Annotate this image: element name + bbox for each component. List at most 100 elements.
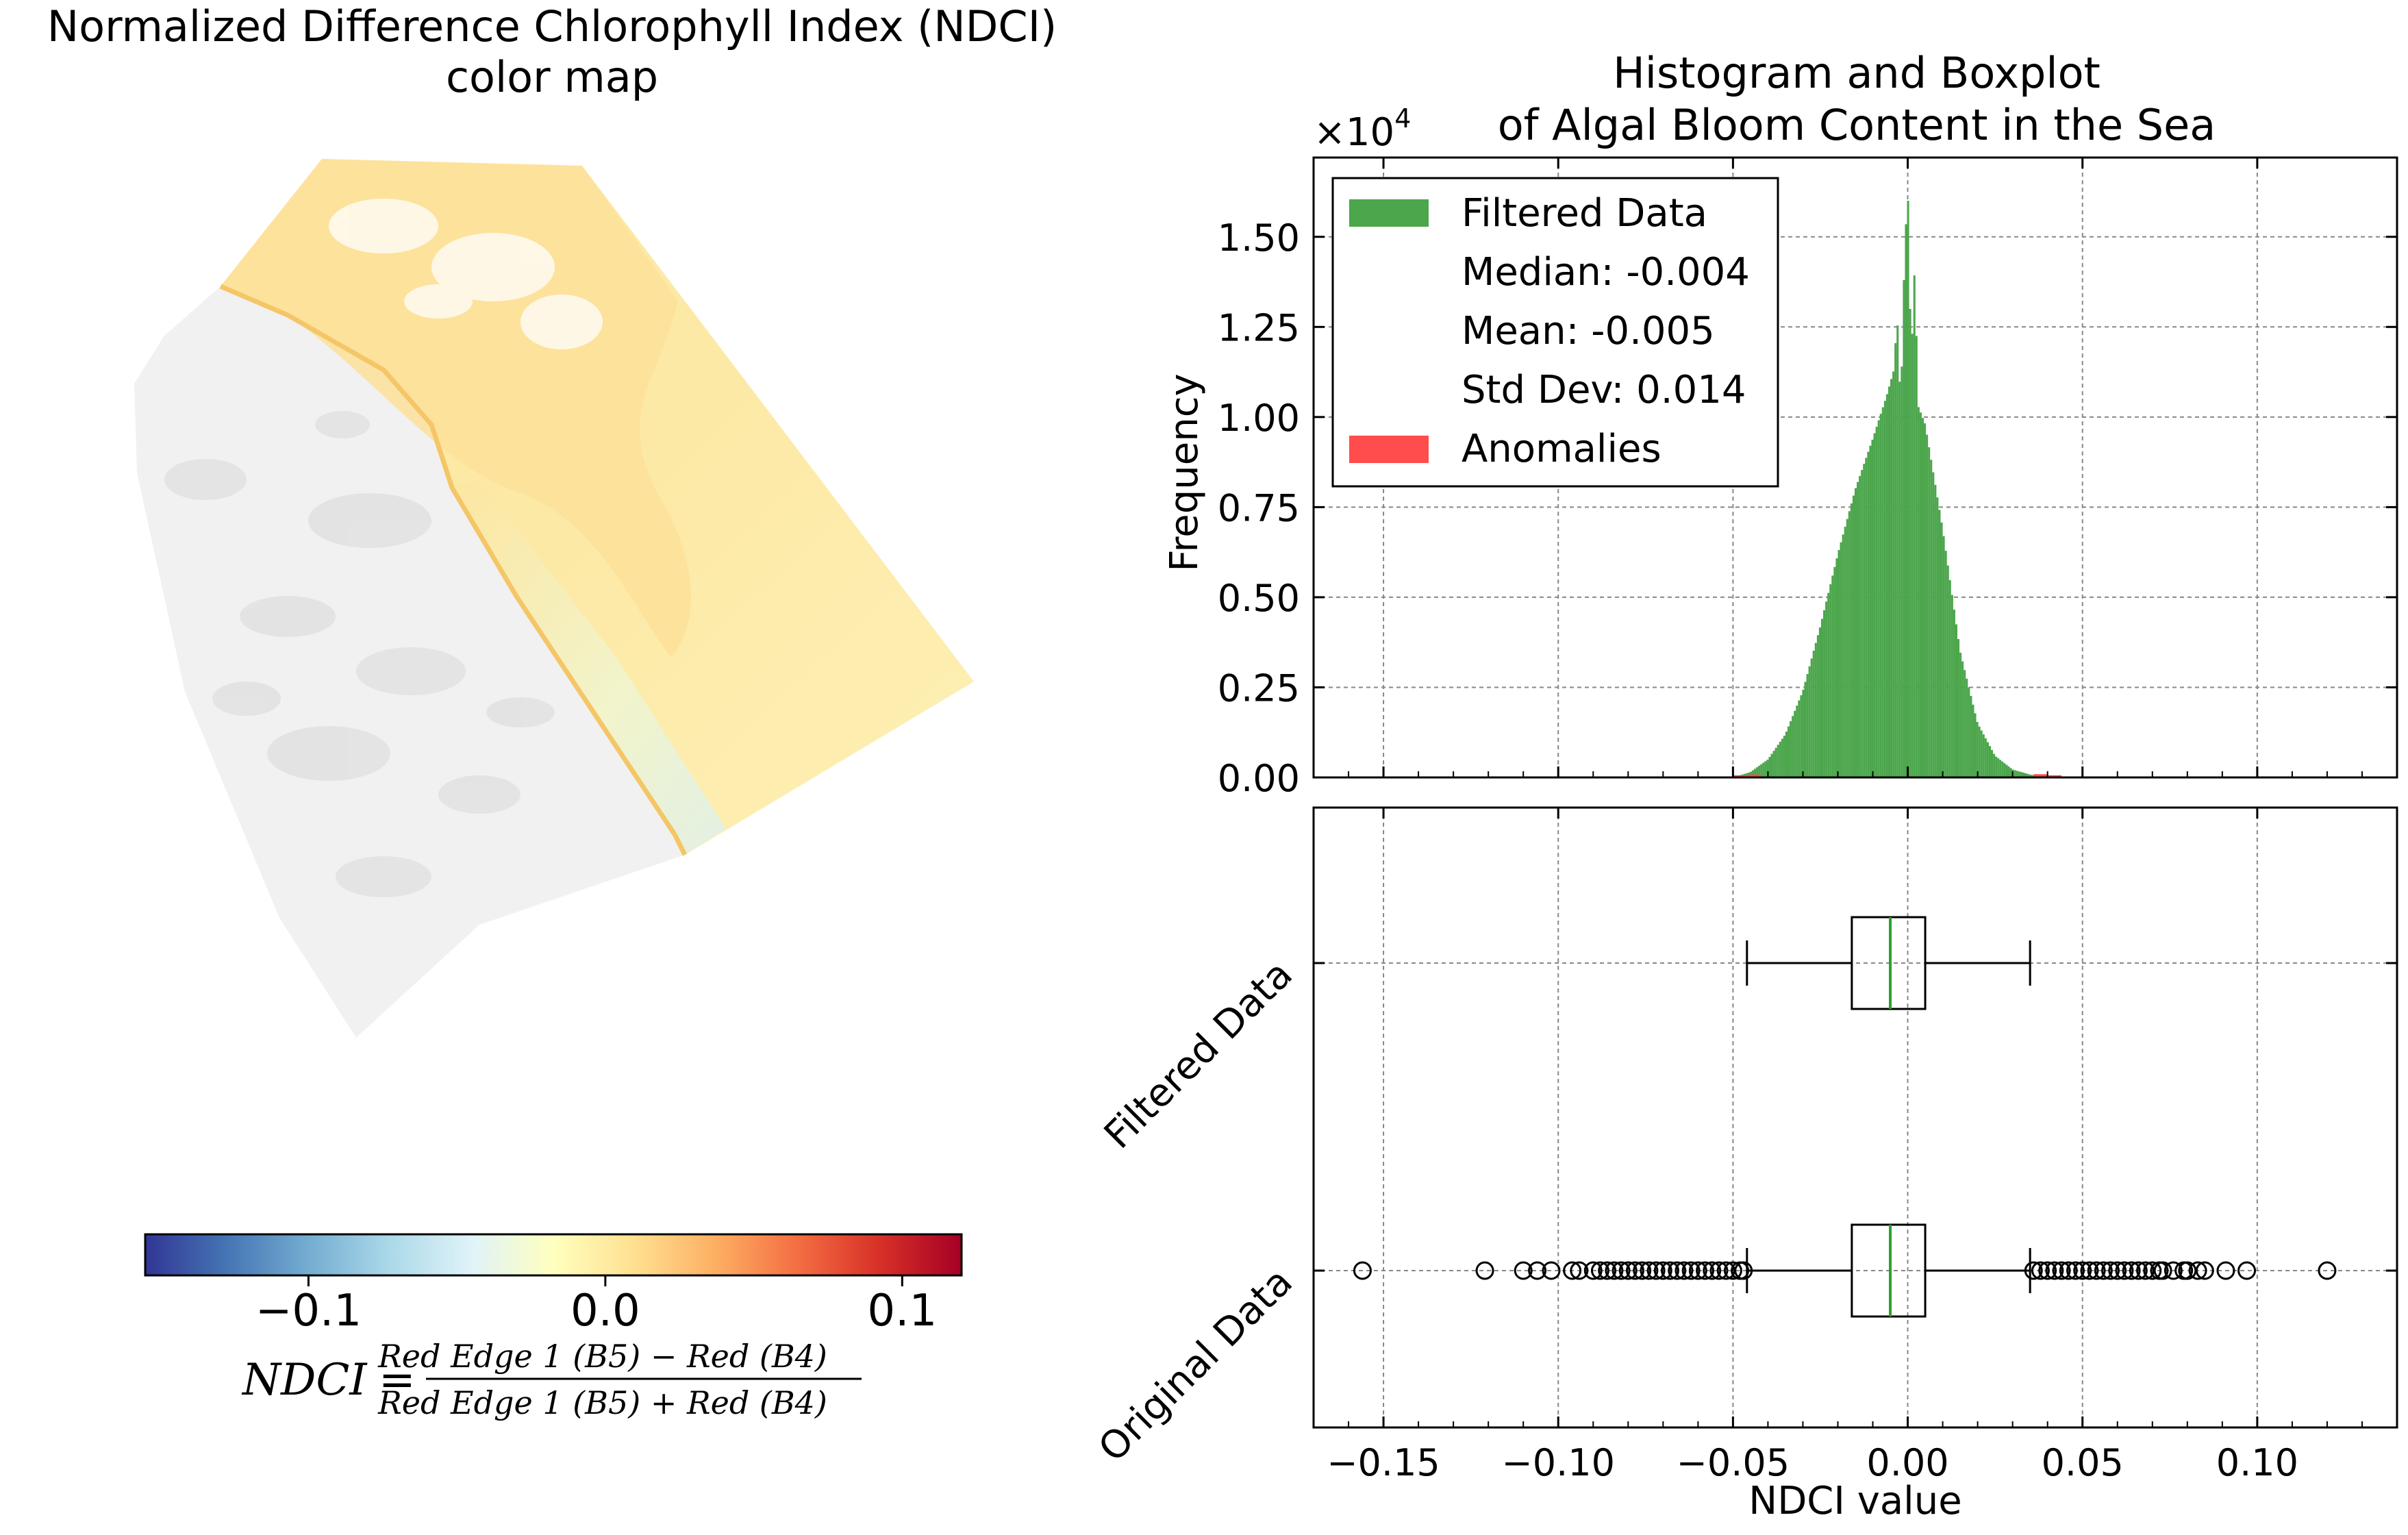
boxplot-outlier: [2024, 1261, 2043, 1280]
colorbar-tick-label: −0.1: [255, 1286, 362, 1336]
histogram-bar: [1946, 565, 1949, 777]
histogram-bar: [1936, 497, 1939, 777]
histogram-bar: [1846, 519, 1848, 777]
formula-numerator: Red Edge 1 (B5) − Red (B4): [377, 1338, 827, 1375]
histogram-bar: [1919, 412, 1922, 777]
histogram-bar: [1951, 595, 1953, 777]
boxplot-outlier: [2143, 1261, 2162, 1280]
histogram-bar: [1840, 542, 1842, 777]
histogram-bar: [2003, 763, 2006, 777]
anomaly-bar: [2033, 774, 2048, 777]
boxplot-outlier: [1475, 1261, 1494, 1280]
boxplot-outlier: [2031, 1261, 2050, 1280]
histogram-bar: [2005, 764, 2008, 777]
boxplot-outlier: [2052, 1261, 2071, 1280]
histogram-bar: [1820, 619, 1824, 777]
histogram-bar: [1988, 746, 1992, 777]
boxplot-outlier: [2073, 1261, 2092, 1280]
histogram-bar: [1863, 464, 1866, 777]
boxplot-outlier: [1598, 1261, 1617, 1280]
histogram-bar: [1802, 689, 1805, 777]
histogram-bar: [1794, 710, 1796, 777]
histogram-bar: [1869, 445, 1872, 777]
histogram-bar: [2022, 772, 2024, 777]
histogram-bar: [1982, 734, 1985, 777]
histogram-bar: [1877, 420, 1880, 777]
histogram-bar: [1850, 503, 1853, 777]
histogram-bar: [1974, 713, 1977, 777]
histogram-bar: [1942, 536, 1945, 777]
colorbar-ticks: −0.1 0.0 0.1: [255, 1275, 937, 1336]
boxplot-ticks: −0.15 −0.10 −0.05 0.00 0.05 0.10 Original Data…: [1090, 771, 2398, 1484]
histogram-bar: [1938, 510, 1941, 777]
histogram-bar: [2016, 771, 2018, 777]
histogram-bar: [1930, 460, 1933, 777]
histogram-bar: [1892, 371, 1895, 777]
boxplot-outlier: [1514, 1261, 1533, 1280]
histogram-bar: [1865, 458, 1868, 777]
histogram-bar: [1913, 275, 1916, 777]
histogram-bar: [1756, 767, 1759, 777]
histogram-bar: [1885, 394, 1888, 777]
histogram-ytick-label: 0.75: [1218, 486, 1300, 529]
histogram-bar: [1829, 584, 1832, 777]
boxplot-outlier: [1688, 1261, 1707, 1280]
histogram-bar: [1970, 696, 1972, 777]
legend-label-anomalies: Anomalies: [1462, 427, 1661, 471]
histogram-bar: [1827, 592, 1830, 777]
histogram-bar: [1831, 575, 1834, 777]
histogram-bar: [1890, 379, 1893, 777]
histogram-bar: [1926, 434, 1929, 777]
boxplot-outlier: [1723, 1261, 1742, 1280]
histogram-bar: [1857, 482, 1859, 777]
boxplot-outlier: [2101, 1261, 2120, 1280]
boxplot-category-label: Filtered Data: [1096, 952, 1301, 1158]
boxplot-xlabel: NDCI value: [1748, 1479, 1961, 1523]
boxplot-xtick-label: 0.05: [2042, 1441, 2124, 1484]
histogram-bar: [2027, 773, 2029, 777]
histogram-bar: [1903, 279, 1905, 777]
histogram-bar: [1964, 670, 1966, 777]
histogram-bar: [1812, 651, 1815, 777]
boxplot-outlier: [1611, 1261, 1631, 1280]
histogram-bar: [1833, 566, 1836, 777]
histogram-bar: [1800, 695, 1803, 777]
boxplot-outlier: [2164, 1261, 2183, 1280]
histogram-bar: [1770, 753, 1773, 777]
histogram-bar: [1844, 527, 1846, 777]
legend-swatch-anomalies: [1349, 436, 1429, 463]
histogram-bar: [1774, 747, 1777, 777]
y-scale-base: ×10: [1314, 110, 1394, 155]
chart-title-line1: Histogram and Boxplot: [1613, 48, 2100, 98]
histogram-bar: [1796, 706, 1798, 777]
shoreline: [219, 284, 688, 856]
histogram-ytick-label: 1.50: [1218, 216, 1300, 260]
boxplot-outlier: [1646, 1261, 1666, 1280]
boxplot-outlier: [2195, 1261, 2214, 1280]
histogram-bar: [1955, 624, 1958, 777]
ndci-map-image: [134, 159, 974, 1038]
map-title-line2: color map: [446, 52, 658, 102]
legend-label-mean: Mean: -0.005: [1462, 309, 1715, 353]
boxplot-outlier: [1353, 1261, 1372, 1280]
histogram-bar: [1934, 484, 1937, 777]
boxplot-category-label: Original Data: [1090, 1260, 1301, 1471]
boxplot-grid: [1314, 808, 2397, 1427]
histogram-bar: [2014, 770, 2016, 777]
histogram-bar: [1907, 201, 1909, 777]
anomaly-bar: [1746, 774, 1761, 777]
formula-denominator: Red Edge 1 (B5) + Red (B4): [377, 1384, 827, 1421]
anomaly-bar: [1733, 775, 1747, 777]
histogram-bar: [2009, 768, 2012, 777]
boxplot-outlier: [1640, 1261, 1659, 1280]
histogram-bar: [1986, 742, 1989, 777]
boxplot-outlier: [1716, 1261, 1735, 1280]
boxplot-outlier: [2237, 1261, 2257, 1280]
histogram-bar: [1972, 704, 1974, 777]
histogram-bar: [1871, 439, 1874, 777]
histogram-bar: [1928, 447, 1931, 777]
histogram-bar: [1792, 716, 1794, 777]
histogram-bar: [1917, 407, 1920, 777]
histogram-bar: [1810, 658, 1813, 777]
histogram-ticks: 0.00 0.25 0.50 0.75 1.00 1.25 1.50: [1218, 158, 2397, 800]
